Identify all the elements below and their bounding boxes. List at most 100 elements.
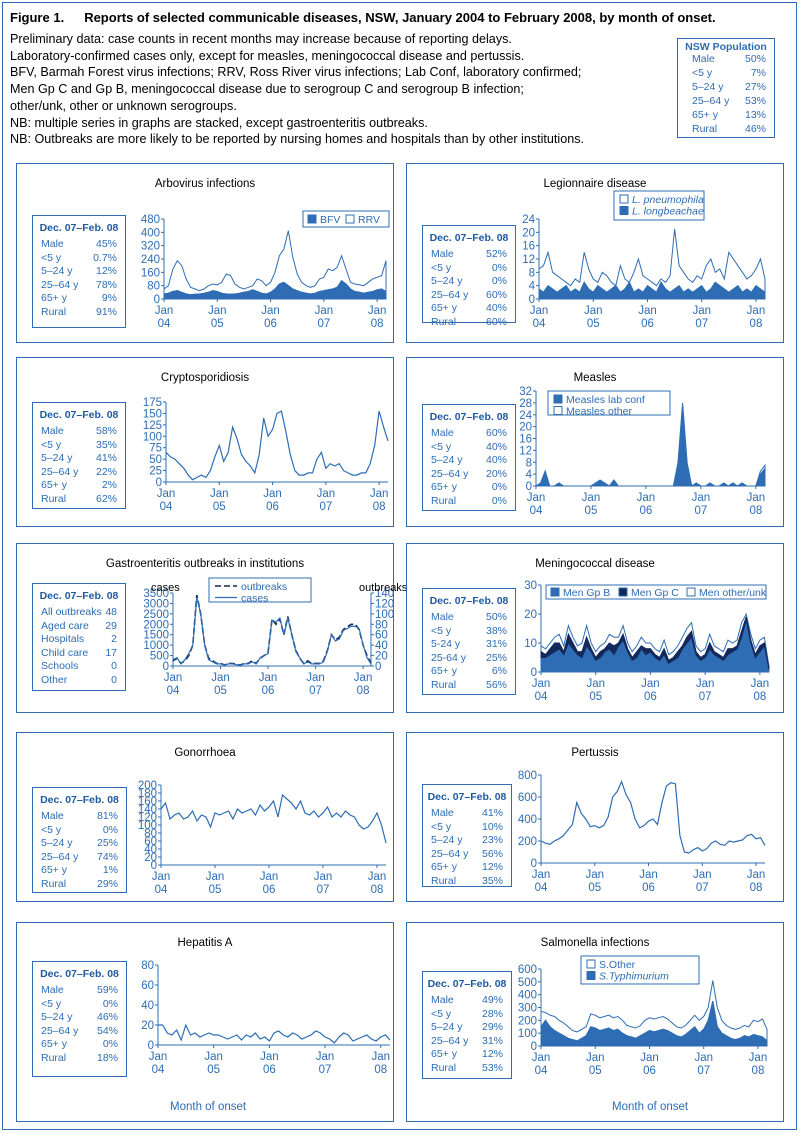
figure-number: Figure 1.	[10, 10, 65, 25]
legend-swatch	[619, 206, 629, 215]
y-tick-label: 1500	[143, 630, 169, 642]
stats-row: 65+ y 40%	[423, 302, 515, 316]
stats-label: 25–64 y	[41, 278, 79, 291]
stats-value: 20%	[485, 467, 507, 480]
stats-label: 65+ y	[41, 292, 67, 304]
stats-value: 22%	[95, 465, 117, 478]
stats-row: Rural 53%	[423, 1062, 511, 1076]
legend-box	[613, 190, 705, 221]
chart-title: Arbovirus infections	[154, 178, 256, 190]
y-tick-label: 0	[154, 294, 160, 306]
stats-value: 48	[105, 606, 117, 618]
stats-label: 25–64 y	[431, 847, 469, 860]
stats-row: Male 45%	[33, 238, 125, 252]
x-tick-label: Jan 07	[692, 492, 711, 517]
y-tick-label: 150	[143, 408, 162, 420]
stats-label: 5–24 y	[431, 275, 463, 287]
y-tick-label: 320	[141, 241, 160, 253]
stats-title: Dec. 07–Feb. 08	[429, 595, 509, 607]
stats-label: 25–64 y	[431, 467, 469, 480]
x-tick-label: Jan 04	[164, 672, 183, 697]
note-line: Laboratory-confirmed cases only, except …	[10, 48, 525, 63]
stats-value: 29%	[481, 1021, 503, 1033]
x-tick-label: Jan 05	[586, 1052, 605, 1077]
stats-value: 25%	[485, 651, 507, 664]
stats-row: 65+ y 2%	[33, 479, 125, 493]
stats-row: Male 81%	[33, 810, 126, 824]
series-area-1	[540, 616, 770, 670]
stats-label: Aged care	[41, 619, 89, 632]
gastro-chart: 0500100015002000250030003500020406080100…	[143, 577, 408, 697]
stats-value: 40%	[485, 440, 507, 453]
x-tick-label: Jan 07	[306, 672, 325, 697]
stats-value: 0%	[491, 275, 507, 287]
chart-title: Gonorrhoea	[174, 747, 236, 759]
stats-row: <5 y 40%	[423, 441, 515, 455]
y-tick-label: 50	[149, 454, 162, 466]
y-tick-label: 24	[519, 410, 532, 422]
series-line-1	[172, 597, 372, 666]
figure-title: Figure 1. Reports of selected communicabl…	[10, 10, 716, 25]
stats-row: <5 y 28%	[423, 1008, 511, 1022]
series-area-0	[540, 1000, 768, 1047]
cryptosporidiosis-panel: Cryptosporidiosis Dec. 07–Feb. 08 Male 58% <…	[16, 357, 394, 527]
x-tick-label: Jan 04	[532, 869, 551, 894]
series-area-1	[163, 230, 387, 296]
y-tick-label: 120	[138, 812, 157, 824]
stats-value: 40%	[485, 302, 507, 314]
x-tick-label: Jan 04	[532, 678, 551, 703]
stats-row: 65+ y 0%	[33, 1038, 126, 1052]
y-tick-label: 160	[141, 267, 160, 279]
stats-row: 5–24 y 41%	[33, 452, 125, 466]
stats-value: 60%	[485, 315, 507, 328]
x-tick-label: Jan 06	[640, 1052, 659, 1077]
y-tick-label: 400	[518, 814, 537, 826]
stats-value: 0%	[491, 494, 507, 507]
legend-label: L. longbeachae	[632, 206, 704, 218]
y-tick-label: 0	[148, 1040, 154, 1052]
y-tick-label: 80	[141, 960, 154, 972]
series-area-1	[538, 228, 766, 294]
legend-label: Measles other	[566, 406, 632, 418]
y-tick-label: 8	[526, 457, 532, 469]
stats-value: 35%	[95, 438, 117, 451]
population-value: 7%	[750, 67, 766, 79]
x-tick-label: Jan 04	[149, 1051, 168, 1076]
stats-box: Dec. 07–Feb. 08 All outbreaks 48 Aged care 2…	[32, 583, 126, 691]
stats-row: <5 y 0.7%	[33, 252, 125, 266]
stats-value: 56%	[485, 678, 507, 691]
y2-tick-label: 60	[375, 630, 388, 642]
stats-row: <5 y 35%	[33, 439, 125, 453]
stats-box: Dec. 07–Feb. 08 Male 58% <5 y 35% 5–24 y 41% 25…	[32, 402, 126, 509]
population-value: 53%	[744, 95, 766, 107]
y-tick-label: 40	[144, 844, 157, 856]
x-tick-label: Jan 05	[582, 492, 601, 517]
stats-label: 5–24 y	[41, 1011, 73, 1023]
x-tick-label: Jan 06	[638, 305, 657, 330]
legend-label: S.Other	[599, 959, 636, 971]
legend-label: BFV	[320, 214, 340, 226]
y-tick-label: 4	[526, 469, 533, 481]
series-line-0	[158, 1023, 391, 1044]
y-tick-label: 400	[141, 227, 160, 239]
y-tick-label: 800	[518, 770, 537, 782]
stats-title: Dec. 07–Feb. 08	[40, 794, 119, 806]
stats-value: 25%	[96, 837, 118, 849]
stats-value: 10%	[481, 820, 503, 833]
y-tick-label: 200	[518, 1015, 537, 1027]
y-tick-label: 400	[518, 990, 537, 1002]
series-line-0	[160, 793, 387, 844]
y-tick-label: 100	[138, 820, 157, 832]
y-tick-label: 100	[143, 431, 162, 443]
x-tick-label: Jan 08	[747, 305, 766, 330]
x-tick-label: Jan 06	[263, 488, 282, 513]
y-tick-label: 240	[141, 254, 160, 266]
stats-label: 65+ y	[431, 481, 457, 493]
x-axis-title-left: Month of onset	[170, 1101, 247, 1113]
stats-value: 38%	[485, 624, 507, 637]
stats-value: 12%	[95, 265, 117, 277]
x-tick-label: Jan 06	[637, 492, 656, 517]
gastro-panel: Gastroenteritis outbreaks in institution…	[16, 543, 408, 713]
chart-legend: Men Gp B Men Gp C Men other/unk	[545, 584, 767, 600]
